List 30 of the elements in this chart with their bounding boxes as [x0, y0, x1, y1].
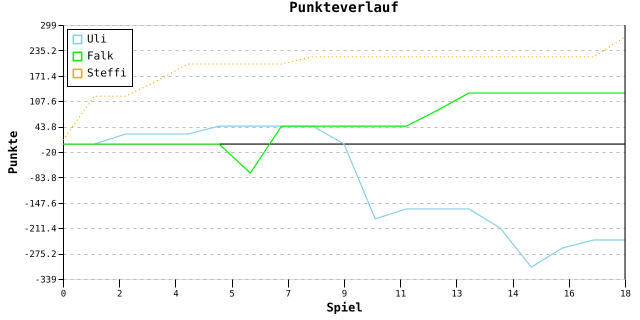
y-tick-label: 43.8	[34, 123, 56, 134]
y-tick-label: 107.6	[29, 98, 56, 108]
x-tick-label: 9	[342, 290, 348, 300]
x-tick-label: 7	[286, 290, 292, 300]
x-tick-label: 0	[60, 290, 66, 300]
y-tick-label: -275.2	[24, 250, 56, 260]
x-tick-label: 18	[620, 290, 631, 300]
legend-label: Steffi	[87, 66, 127, 80]
x-axis-title: Spiel	[326, 300, 363, 314]
x-tick-label: 14	[508, 290, 519, 300]
legend-label: Uli	[87, 32, 107, 46]
line-series	[62, 36, 626, 141]
x-tick-label: 2	[116, 290, 122, 300]
y-tick-label: 299	[40, 22, 56, 32]
y-tick-label: 171.4	[29, 72, 56, 82]
y-tick-label: -339	[34, 276, 56, 286]
legend-label: Falk	[87, 50, 114, 62]
chart-title: Punkteverlauf	[289, 0, 399, 16]
x-tick-label: 5	[229, 290, 235, 300]
x-tick-label: 4	[173, 290, 179, 300]
y-tick-label: -20	[40, 148, 56, 158]
y-tick-label: -211.4	[24, 224, 56, 235]
y-tick-label: -147.6	[24, 199, 56, 210]
x-tick-label: 13	[451, 290, 462, 300]
x-tick-label: 16	[564, 290, 575, 300]
y-tick-label: -83.8	[29, 174, 56, 184]
line-series	[62, 92, 626, 174]
x-tick-label: 11	[395, 290, 406, 300]
y-tick-label: 235.2	[29, 46, 56, 57]
y-axis-title: Punkte	[6, 130, 20, 174]
